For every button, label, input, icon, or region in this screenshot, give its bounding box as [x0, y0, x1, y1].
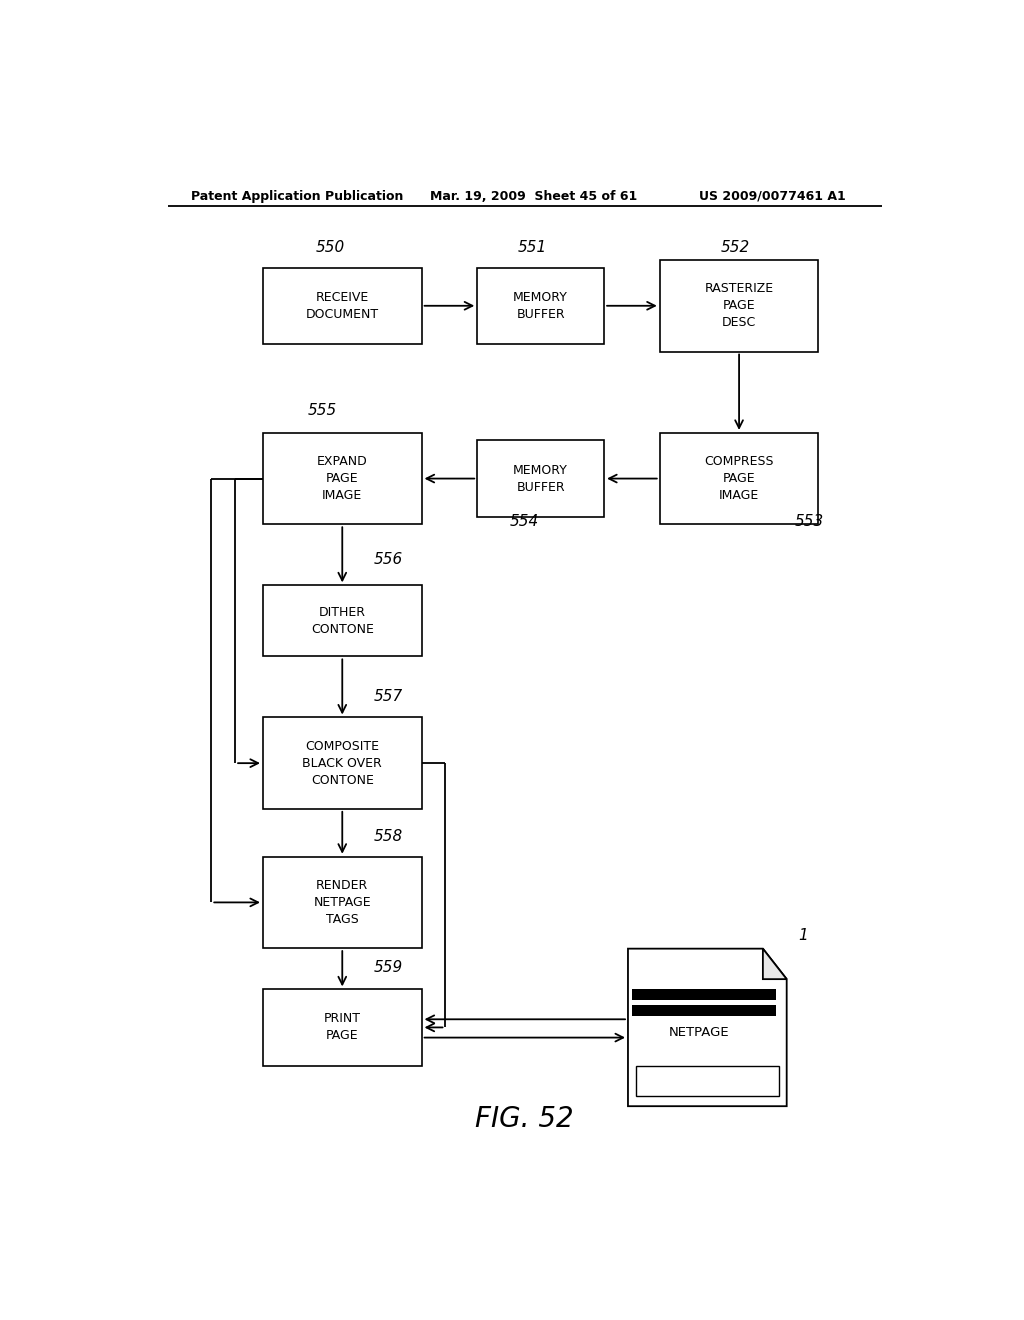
Text: 554: 554: [510, 515, 540, 529]
FancyBboxPatch shape: [263, 989, 422, 1065]
Text: 555: 555: [308, 403, 337, 417]
Text: Patent Application Publication: Patent Application Publication: [191, 190, 403, 202]
FancyBboxPatch shape: [636, 1065, 779, 1096]
Text: 553: 553: [795, 515, 824, 529]
FancyBboxPatch shape: [263, 433, 422, 524]
Text: 552: 552: [721, 240, 750, 255]
FancyBboxPatch shape: [659, 260, 818, 351]
FancyBboxPatch shape: [263, 585, 422, 656]
FancyBboxPatch shape: [632, 989, 775, 1001]
Text: 550: 550: [315, 240, 345, 255]
Text: RENDER
NETPAGE
TAGS: RENDER NETPAGE TAGS: [313, 879, 371, 925]
Text: FIG. 52: FIG. 52: [475, 1105, 574, 1133]
Text: EXPAND
PAGE
IMAGE: EXPAND PAGE IMAGE: [316, 455, 368, 502]
FancyBboxPatch shape: [477, 268, 604, 345]
FancyBboxPatch shape: [632, 1005, 775, 1015]
Polygon shape: [763, 949, 786, 979]
FancyBboxPatch shape: [659, 433, 818, 524]
FancyBboxPatch shape: [477, 441, 604, 516]
Text: 1: 1: [799, 928, 808, 942]
Text: DITHER
CONTONE: DITHER CONTONE: [311, 606, 374, 636]
Polygon shape: [628, 949, 786, 1106]
FancyBboxPatch shape: [263, 857, 422, 948]
Text: 559: 559: [374, 960, 403, 974]
Text: 551: 551: [518, 240, 548, 255]
Text: NETPAGE: NETPAGE: [669, 1026, 730, 1039]
Text: 558: 558: [374, 829, 403, 845]
Text: Mar. 19, 2009  Sheet 45 of 61: Mar. 19, 2009 Sheet 45 of 61: [430, 190, 637, 202]
Text: 556: 556: [374, 552, 403, 568]
FancyBboxPatch shape: [263, 268, 422, 345]
FancyBboxPatch shape: [263, 718, 422, 809]
Text: COMPRESS
PAGE
IMAGE: COMPRESS PAGE IMAGE: [705, 455, 774, 502]
Text: COMPOSITE
BLACK OVER
CONTONE: COMPOSITE BLACK OVER CONTONE: [302, 739, 382, 787]
Text: MEMORY
BUFFER: MEMORY BUFFER: [513, 463, 568, 494]
Text: US 2009/0077461 A1: US 2009/0077461 A1: [699, 190, 846, 202]
Text: RASTERIZE
PAGE
DESC: RASTERIZE PAGE DESC: [705, 282, 774, 329]
Text: RECEIVE
DOCUMENT: RECEIVE DOCUMENT: [306, 290, 379, 321]
Text: PRINT
PAGE: PRINT PAGE: [324, 1012, 360, 1043]
Text: MEMORY
BUFFER: MEMORY BUFFER: [513, 290, 568, 321]
Text: 557: 557: [374, 689, 403, 704]
